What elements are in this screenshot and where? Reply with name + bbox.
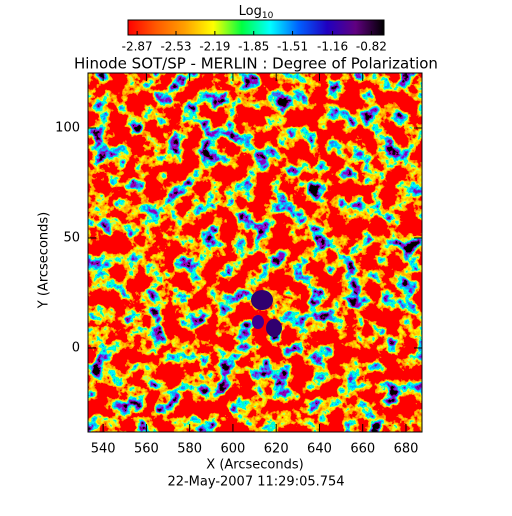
y-tick-label: 100 (55, 120, 80, 135)
colorbar-label: Log10 (239, 4, 274, 21)
y-tick-label: 50 (63, 230, 80, 245)
colorbar-tick-label: -2.87 (122, 40, 153, 54)
sunspot (251, 290, 273, 310)
colorbar-tick-label: -1.85 (238, 40, 269, 54)
y-axis-label: Y (Arcseconds) (37, 212, 52, 309)
x-tick-label: 620 (264, 442, 289, 457)
x-tick-label: 540 (91, 442, 116, 457)
x-tick-label: 640 (307, 442, 332, 457)
colorbar-tick-label: -2.19 (199, 40, 230, 54)
colorbar-label-sub: 10 (262, 11, 274, 21)
colorbar (127, 19, 385, 36)
x-axis-label: X (Arcseconds) (206, 458, 303, 473)
colorbar-tick-label: -0.82 (356, 40, 387, 54)
x-tick-label: 560 (134, 442, 159, 457)
heatmap-texture (88, 73, 422, 432)
timestamp: 22-May-2007 11:29:05.754 (167, 475, 344, 490)
heatmap-image (88, 73, 422, 432)
x-tick-label: 680 (394, 442, 419, 457)
colorbar-tick-label: -1.16 (317, 40, 348, 54)
plot-frame (87, 72, 423, 433)
x-tick-label: 580 (177, 442, 202, 457)
colorbar-tick-label: -2.53 (160, 40, 191, 54)
chart-title: Hinode SOT/SP - MERLIN : Degree of Polar… (74, 55, 438, 73)
axes: -2.87 -2.53 -2.19 -1.85 -1.51 -1.16 -0.82 540 56… (55, 31, 422, 457)
sunspot (266, 319, 282, 337)
x-tick-label: 600 (221, 442, 246, 457)
colorbar-tick-label: -1.51 (277, 40, 308, 54)
colorbar-label-main: Log (239, 4, 262, 19)
y-tick-label: 0 (72, 340, 80, 355)
sunspot (252, 315, 264, 329)
x-tick-label: 660 (350, 442, 375, 457)
